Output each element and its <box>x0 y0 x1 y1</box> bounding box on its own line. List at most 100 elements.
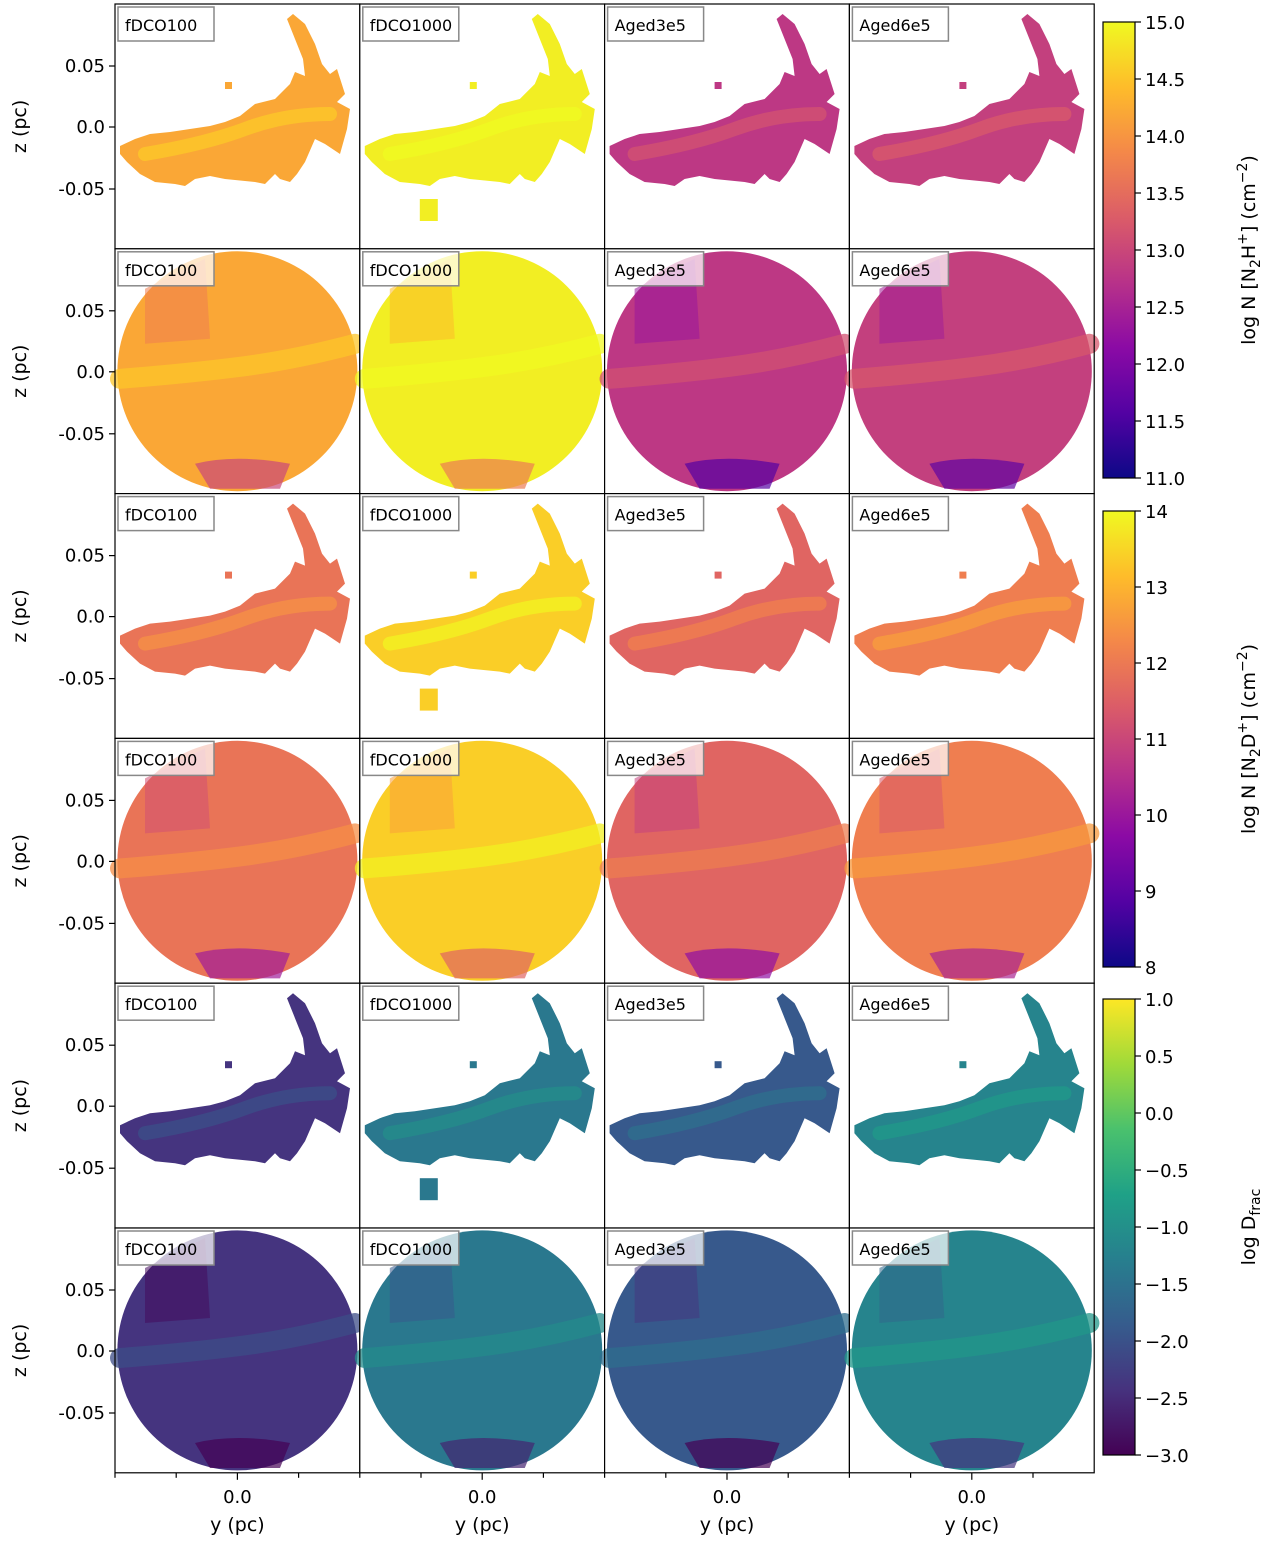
filament <box>354 1313 610 1368</box>
low-region <box>929 948 1025 979</box>
low-region <box>684 1438 780 1468</box>
colorbar-tick-label: −1.0 <box>1145 1218 1189 1239</box>
panel-label: Aged3e5 <box>615 1240 686 1259</box>
panel-label: Aged3e5 <box>615 506 686 525</box>
panel-label-box <box>117 1230 215 1266</box>
panel-n2hp-masked-fdco100: fDCO100 <box>114 3 361 250</box>
x-axis-label: y (pc) <box>455 1514 510 1536</box>
filament <box>627 596 827 651</box>
colorbar-tick-label: 12 <box>1145 654 1168 675</box>
colorbar-tick-label: −1.5 <box>1145 1275 1189 1296</box>
low-region <box>439 1438 535 1468</box>
colorbar-tick-label: 0.0 <box>1145 1104 1174 1125</box>
filament <box>627 1086 827 1141</box>
y-tick-label: 0.0 <box>76 362 105 383</box>
y-axis-label: z (pc) <box>9 1079 31 1132</box>
y-axis-label: z (pc) <box>9 834 31 887</box>
x-axis-label: y (pc) <box>210 1514 265 1536</box>
colorbar-n2dp: 14 13 12 11 10 9 8 log N [N2D+] (cm−2) <box>1102 502 1264 979</box>
colorbar-tick-label: 10 <box>1145 806 1168 827</box>
colorbar-label: log N [N2H+] (cm−2) <box>1235 155 1264 345</box>
colorbar-tick-label: 0.5 <box>1145 1047 1174 1068</box>
panel-label: Aged6e5 <box>859 16 930 35</box>
colorbar-tick-label: −2.5 <box>1145 1389 1189 1410</box>
colorbar-tick-label: 8 <box>1145 958 1156 979</box>
panel-n2dp-full-fdco100: fDCO100 <box>110 737 365 984</box>
y-axis-label: z (pc) <box>9 345 31 398</box>
panel-n2dp-masked-aged6e5: Aged6e5 <box>848 493 1095 740</box>
colorbar-label: log Dfrac <box>1238 1189 1264 1266</box>
filament <box>110 333 365 389</box>
low-region <box>439 458 535 489</box>
clump <box>225 1061 232 1069</box>
filament <box>110 823 365 879</box>
x-tick-label: 0.0 <box>223 1487 252 1508</box>
clump <box>714 82 722 89</box>
filament <box>138 107 337 161</box>
x-axis-label: y (pc) <box>700 1514 755 1536</box>
colorbar-tick-label: −0.5 <box>1145 1161 1189 1182</box>
filament <box>138 596 337 651</box>
y-tick-label: 0.05 <box>65 546 105 567</box>
panel-dfrac-full-aged3e5: Aged3e5 <box>599 1227 855 1474</box>
clump <box>959 571 967 579</box>
low-region <box>684 948 780 979</box>
colorbar-tick-label: 13.0 <box>1145 241 1185 262</box>
y-axis-label: z (pc) <box>9 1324 31 1377</box>
y-tick-label: 0.0 <box>76 607 105 628</box>
colorbar-tick-label: 15.0 <box>1145 13 1185 34</box>
panel-label: Aged3e5 <box>615 750 686 769</box>
panel-label: fDCO1000 <box>370 16 452 35</box>
filament <box>354 823 610 879</box>
filament <box>382 1086 582 1141</box>
panel-n2hp-full-fdco100: fDCO100 <box>110 248 365 495</box>
colorbar-tick-label: 9 <box>1145 882 1156 903</box>
panel-label-box <box>606 495 705 532</box>
clump <box>469 571 477 579</box>
colorbar-tick-label: 12.0 <box>1145 355 1185 376</box>
filament <box>382 596 582 651</box>
panel-n2hp-masked-fdco1000: fDCO1000 <box>359 3 606 250</box>
colorbar-n2hp: 15.0 14.5 14.0 13.5 13.0 12.5 12.0 11.5 11.0 log … <box>1102 13 1264 490</box>
y-axis-label: z (pc) <box>9 100 31 153</box>
clump <box>419 1178 438 1201</box>
panel-label-box <box>362 495 460 532</box>
panel-label-box <box>362 985 460 1021</box>
low-region <box>929 1438 1025 1468</box>
panel-n2dp-full-aged3e5: Aged3e5 <box>599 737 855 984</box>
low-region <box>195 948 290 979</box>
clump <box>469 82 477 89</box>
panel-label: fDCO1000 <box>370 995 452 1014</box>
colorbar-tick-label: −3.0 <box>1145 1446 1189 1467</box>
panel-n2dp-full-fdco1000: fDCO1000 <box>354 737 610 984</box>
filament <box>599 823 855 879</box>
clump <box>225 571 232 579</box>
panel-label: Aged3e5 <box>615 16 686 35</box>
panel-label: fDCO1000 <box>370 506 452 525</box>
panel-label: fDCO100 <box>125 261 197 280</box>
filament <box>110 1313 365 1368</box>
y-tick-label: 0.0 <box>76 117 105 138</box>
filament <box>354 333 610 389</box>
panel-n2hp-masked-aged6e5: Aged6e5 <box>848 3 1095 250</box>
y-tick-label: -0.05 <box>58 669 105 690</box>
low-region <box>195 1438 290 1468</box>
panel-label: fDCO1000 <box>370 750 452 769</box>
y-tick-label: 0.05 <box>65 1280 105 1301</box>
panel-label-box <box>606 740 705 777</box>
clump <box>225 82 232 89</box>
y-tick-label: 0.05 <box>65 301 105 322</box>
panel-label-box <box>117 6 215 42</box>
panel-label-box <box>851 985 950 1021</box>
colorbar-tick-label: 14.5 <box>1145 70 1185 91</box>
filament <box>844 333 1100 389</box>
colorbar-tick-label: 11 <box>1145 730 1168 751</box>
panel-label-box <box>362 6 460 42</box>
low-region <box>439 948 535 979</box>
colorbar-tick-label: 14 <box>1145 502 1168 523</box>
panel-n2hp-full-fdco1000: fDCO1000 <box>354 248 610 495</box>
panel-n2dp-masked-aged3e5: Aged3e5 <box>603 493 850 740</box>
panel-n2dp-full-aged6e5: Aged6e5 <box>844 737 1100 984</box>
panel-label: Aged3e5 <box>615 261 686 280</box>
